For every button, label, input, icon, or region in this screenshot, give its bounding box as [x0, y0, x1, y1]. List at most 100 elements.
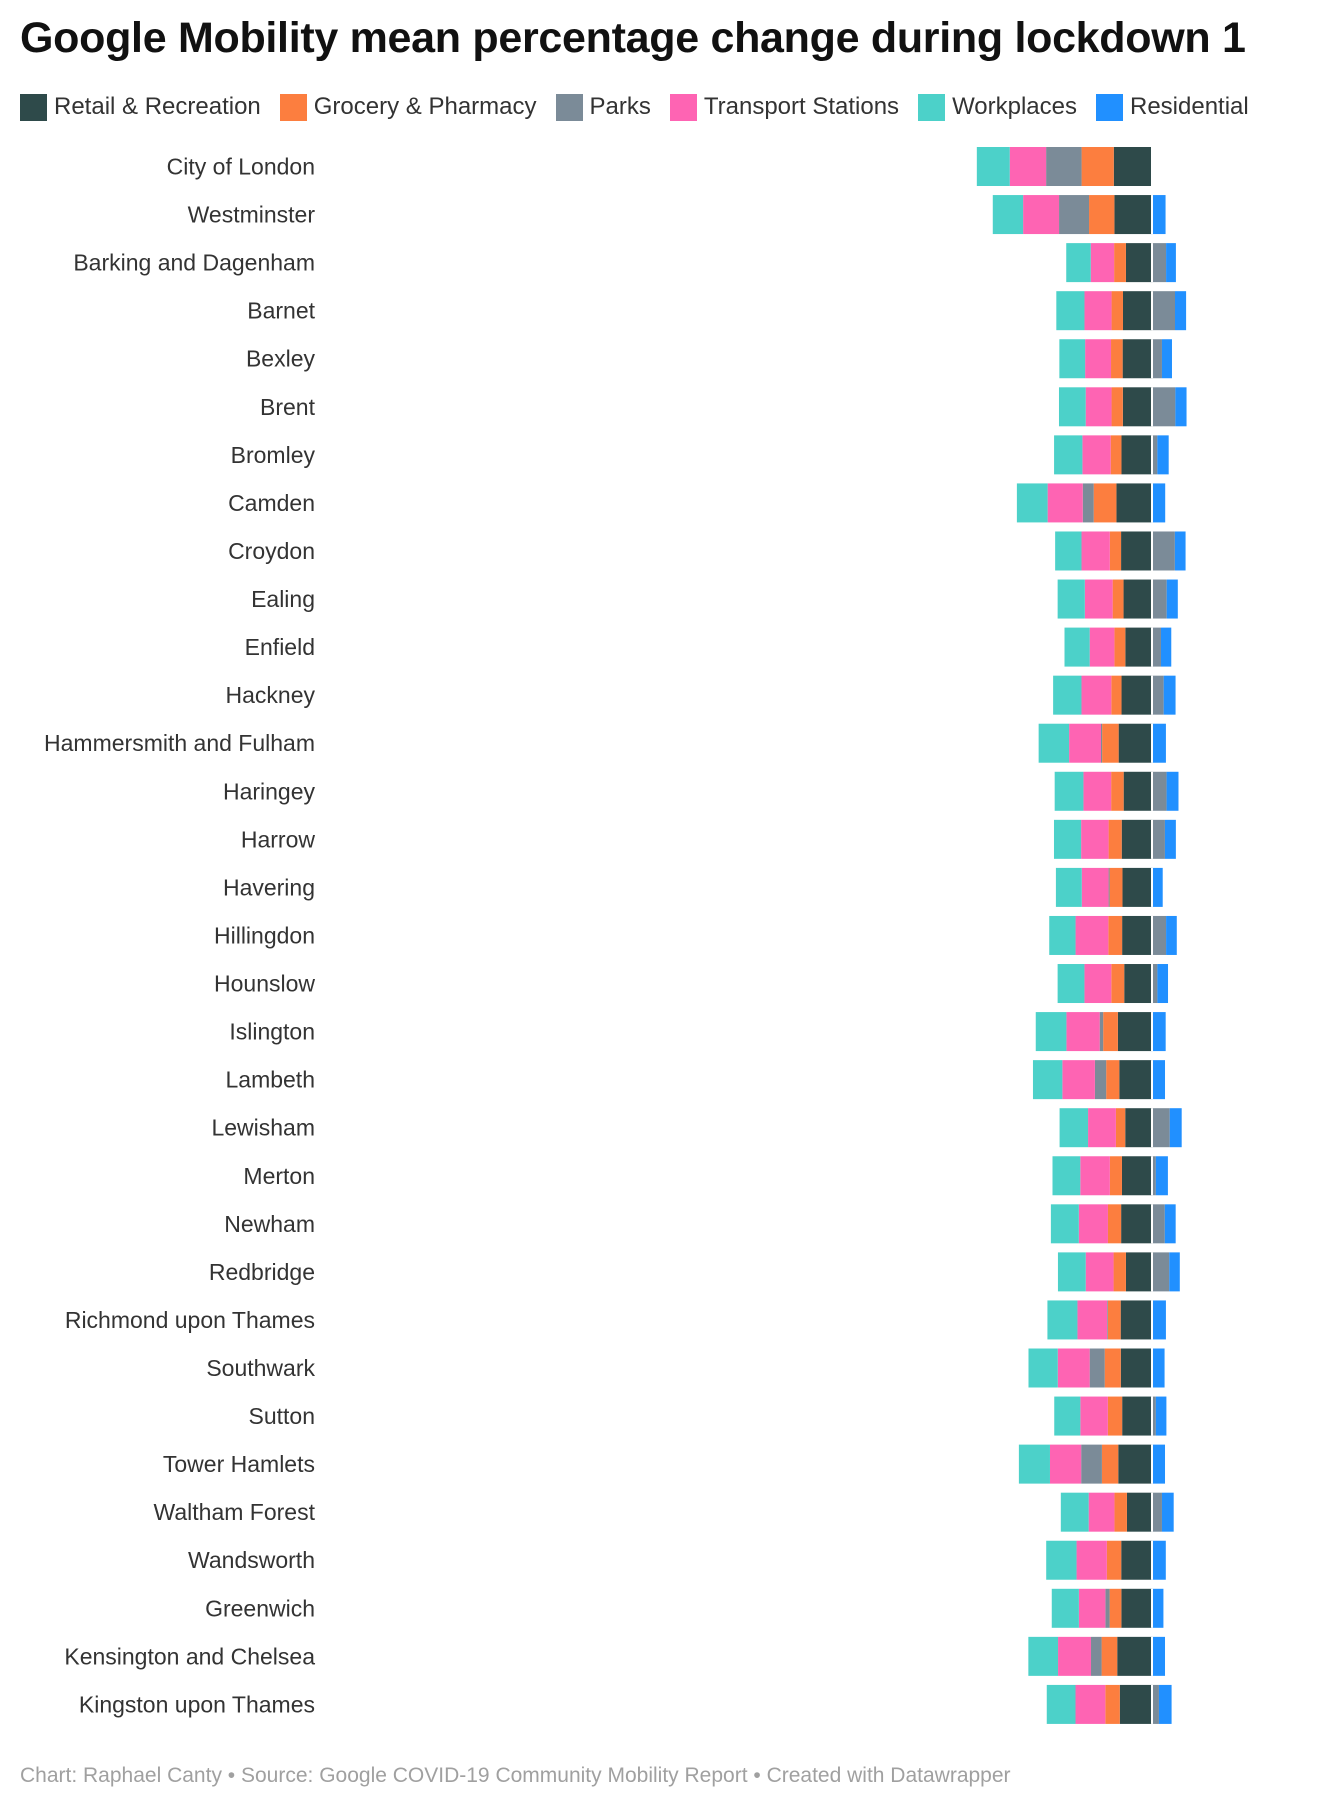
bar-segment-retail[interactable] — [1116, 483, 1152, 523]
bar-segment-transport[interactable] — [1089, 627, 1115, 667]
bar-segment-parks[interactable] — [1152, 1492, 1162, 1532]
bar-segment-retail[interactable] — [1113, 147, 1152, 186]
bar-segment-transport[interactable] — [1088, 1108, 1116, 1148]
bar-segment-residential[interactable] — [1152, 1012, 1166, 1052]
bar-segment-parks[interactable] — [1152, 675, 1164, 715]
bar-segment-parks[interactable] — [1105, 1588, 1110, 1628]
bar-segment-grocery[interactable] — [1107, 1204, 1122, 1244]
bar-segment-workplaces[interactable] — [1060, 1492, 1089, 1532]
bar-segment-retail[interactable] — [1126, 1492, 1152, 1532]
bar-segment-grocery[interactable] — [1111, 339, 1123, 379]
bar-segment-transport[interactable] — [1066, 1012, 1100, 1052]
bar-segment-residential[interactable] — [1152, 1540, 1166, 1580]
bar-segment-grocery[interactable] — [1107, 1396, 1123, 1436]
bar-segment-residential[interactable] — [1152, 1636, 1166, 1676]
bar-segment-workplaces[interactable] — [1016, 483, 1048, 523]
bar-segment-workplaces[interactable] — [1059, 1108, 1089, 1148]
bar-segment-workplaces[interactable] — [1055, 531, 1082, 571]
bar-segment-residential[interactable] — [1158, 1684, 1172, 1724]
bar-segment-workplaces[interactable] — [976, 147, 1010, 186]
bar-segment-parks[interactable] — [1091, 1636, 1102, 1676]
bar-segment-grocery[interactable] — [1108, 819, 1122, 859]
bar-segment-workplaces[interactable] — [1046, 1684, 1076, 1724]
bar-segment-grocery[interactable] — [1111, 675, 1122, 715]
bar-segment-workplaces[interactable] — [1064, 627, 1090, 667]
bar-segment-retail[interactable] — [1122, 291, 1152, 331]
bar-segment-retail[interactable] — [1125, 243, 1152, 283]
bar-segment-parks[interactable] — [1081, 1444, 1102, 1484]
bar-segment-workplaces[interactable] — [1055, 867, 1082, 907]
bar-segment-transport[interactable] — [1009, 147, 1047, 186]
bar-segment-residential[interactable] — [1152, 1588, 1164, 1628]
bar-segment-residential[interactable] — [1160, 627, 1172, 667]
bar-segment-workplaces[interactable] — [1058, 387, 1086, 427]
legend-item-transport[interactable]: Transport Stations — [669, 93, 899, 121]
bar-segment-retail[interactable] — [1118, 1444, 1152, 1484]
bar-segment-workplaces[interactable] — [1046, 1540, 1077, 1580]
bar-segment-retail[interactable] — [1122, 1396, 1152, 1436]
bar-segment-transport[interactable] — [1075, 915, 1109, 955]
bar-segment-residential[interactable] — [1161, 339, 1172, 379]
bar-segment-residential[interactable] — [1175, 387, 1187, 427]
bar-segment-grocery[interactable] — [1106, 1060, 1120, 1100]
bar-segment-transport[interactable] — [1084, 579, 1113, 619]
bar-segment-retail[interactable] — [1117, 1636, 1152, 1676]
bar-segment-transport[interactable] — [1081, 531, 1110, 571]
bar-segment-retail[interactable] — [1121, 1156, 1152, 1196]
bar-segment-retail[interactable] — [1121, 435, 1152, 475]
bar-segment-transport[interactable] — [1078, 1588, 1106, 1628]
bar-segment-residential[interactable] — [1155, 1156, 1168, 1196]
bar-segment-workplaces[interactable] — [1057, 964, 1085, 1004]
bar-segment-transport[interactable] — [1083, 771, 1112, 811]
bar-segment-workplaces[interactable] — [992, 195, 1024, 235]
bar-segment-retail[interactable] — [1124, 964, 1152, 1004]
bar-segment-grocery[interactable] — [1101, 1636, 1118, 1676]
bar-segment-parks[interactable] — [1152, 964, 1158, 1004]
bar-segment-grocery[interactable] — [1113, 1252, 1126, 1292]
bar-segment-parks[interactable] — [1152, 1204, 1165, 1244]
bar-segment-parks[interactable] — [1089, 1348, 1105, 1388]
bar-segment-transport[interactable] — [1078, 1204, 1108, 1244]
bar-segment-grocery[interactable] — [1109, 1156, 1122, 1196]
bar-segment-grocery[interactable] — [1107, 1300, 1121, 1340]
bar-segment-retail[interactable] — [1123, 771, 1152, 811]
bar-segment-retail[interactable] — [1118, 723, 1152, 763]
bar-segment-grocery[interactable] — [1111, 291, 1123, 331]
bar-segment-residential[interactable] — [1152, 1348, 1165, 1388]
bar-segment-transport[interactable] — [1075, 1684, 1106, 1724]
bar-segment-transport[interactable] — [1076, 1540, 1107, 1580]
bar-segment-parks[interactable] — [1152, 1108, 1170, 1148]
bar-segment-retail[interactable] — [1125, 1252, 1152, 1292]
bar-segment-grocery[interactable] — [1111, 771, 1124, 811]
bar-segment-transport[interactable] — [1081, 675, 1112, 715]
bar-segment-grocery[interactable] — [1102, 723, 1119, 763]
bar-segment-parks[interactable] — [1046, 147, 1082, 186]
bar-segment-parks[interactable] — [1152, 1684, 1159, 1724]
legend-item-parks[interactable]: Parks — [555, 93, 651, 121]
bar-segment-workplaces[interactable] — [1028, 1636, 1059, 1676]
bar-segment-parks[interactable] — [1152, 771, 1167, 811]
bar-segment-parks[interactable] — [1059, 195, 1090, 235]
bar-segment-residential[interactable] — [1166, 915, 1177, 955]
bar-segment-residential[interactable] — [1152, 1060, 1166, 1100]
legend-item-workplaces[interactable]: Workplaces — [918, 93, 1077, 121]
bar-segment-residential[interactable] — [1166, 243, 1176, 283]
bar-segment-workplaces[interactable] — [1057, 1252, 1086, 1292]
bar-segment-retail[interactable] — [1119, 1060, 1152, 1100]
bar-segment-grocery[interactable] — [1105, 1684, 1120, 1724]
bar-segment-residential[interactable] — [1152, 867, 1163, 907]
bar-segment-parks[interactable] — [1152, 387, 1176, 427]
bar-segment-transport[interactable] — [1049, 1444, 1082, 1484]
bar-segment-parks[interactable] — [1152, 339, 1162, 379]
bar-segment-retail[interactable] — [1122, 867, 1152, 907]
bar-segment-transport[interactable] — [1081, 867, 1109, 907]
legend-item-residential[interactable]: Residential — [1096, 93, 1249, 121]
bar-segment-workplaces[interactable] — [1053, 675, 1082, 715]
bar-segment-retail[interactable] — [1125, 1108, 1152, 1148]
bar-segment-residential[interactable] — [1166, 771, 1179, 811]
bar-segment-workplaces[interactable] — [1035, 1012, 1067, 1052]
bar-segment-residential[interactable] — [1152, 723, 1166, 763]
bar-segment-residential[interactable] — [1152, 483, 1166, 523]
bar-segment-workplaces[interactable] — [1052, 1156, 1081, 1196]
bar-segment-grocery[interactable] — [1111, 387, 1123, 427]
